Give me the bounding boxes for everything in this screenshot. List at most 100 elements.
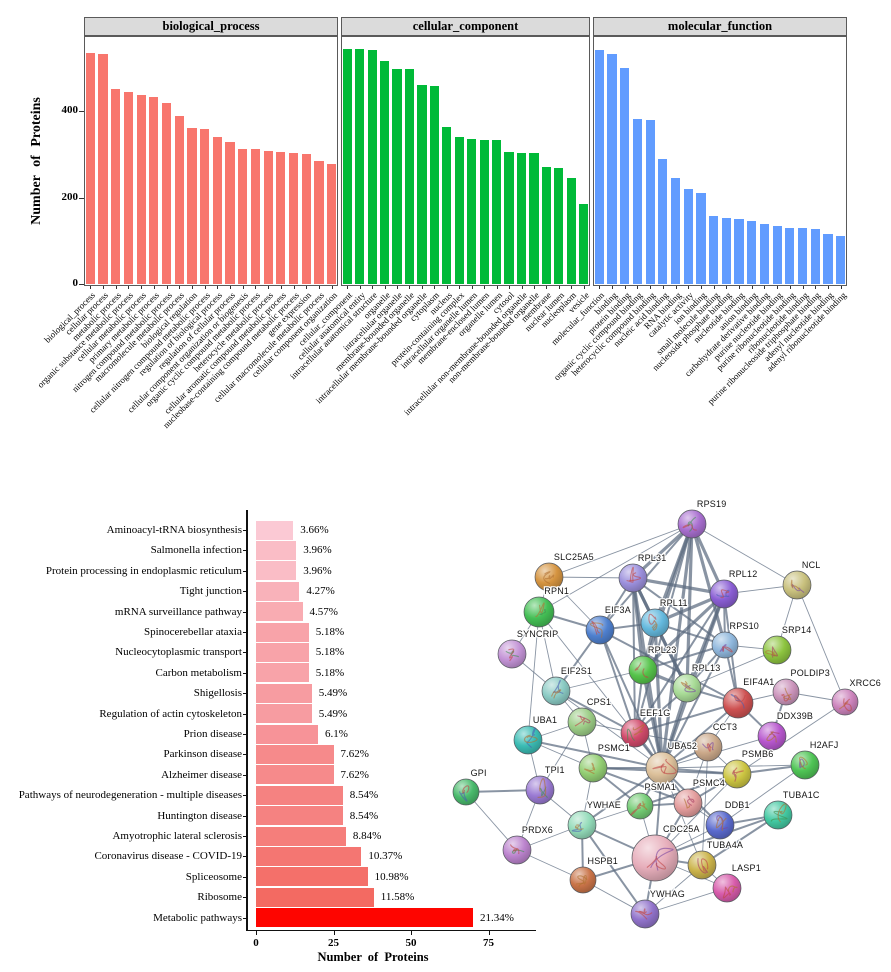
protein-structure-glyph	[571, 821, 583, 832]
network-node-label-RPN1: RPN1	[544, 586, 569, 596]
kegg-percent-label: 5.18%	[315, 646, 345, 659]
kegg-y-tick-mark	[243, 754, 247, 756]
protein-structure-glyph	[537, 778, 547, 798]
go-x-tick-mark	[612, 286, 614, 289]
protein-structure-glyph	[843, 698, 852, 712]
protein-structure-glyph	[577, 875, 588, 888]
network-edge	[555, 669, 644, 692]
network-node-label-EEF1G: EEF1G	[640, 708, 671, 718]
kegg-percent-label: 3.66%	[300, 524, 329, 536]
cellular-component-bar	[429, 85, 439, 284]
biological-process-bar	[98, 53, 108, 284]
network-node-label-H2AFJ: H2AFJ	[810, 740, 839, 750]
network-node-label-TPI1: TPI1	[545, 765, 565, 775]
kegg-x-tick-label: 50	[405, 937, 417, 949]
cellular-component-bar	[367, 50, 377, 284]
molecular-function-bar	[709, 215, 719, 284]
network-edge	[685, 523, 694, 689]
kegg-bar	[256, 806, 343, 826]
kegg-category-label: Pathways of neurodegeneration - multiple…	[18, 789, 242, 802]
go-x-tick-mark	[179, 286, 181, 289]
molecular-function-bar	[797, 228, 808, 284]
network-node-HSPB1	[569, 866, 597, 894]
network-node-label-PRDX6: PRDX6	[522, 825, 553, 835]
network-node-NCL	[782, 570, 812, 600]
kegg-category-label: Nucleocytoplasmic transport	[115, 646, 242, 659]
protein-structure-glyph	[777, 803, 787, 823]
network-edge	[690, 523, 727, 646]
go-x-tick-mark	[397, 286, 399, 289]
go-x-tick-mark	[713, 286, 715, 289]
cellular-component-bar	[516, 152, 527, 284]
protein-structure-glyph	[770, 810, 788, 822]
network-node-label-RPL13: RPL13	[692, 663, 721, 673]
kegg-category-label: Parkinson disease	[163, 748, 242, 761]
go-x-tick-mark	[459, 286, 461, 289]
protein-structure-glyph	[799, 758, 805, 769]
kegg-category-label: Spliceosome	[185, 870, 242, 883]
kegg-category-label: Aminoacyl-tRNA biosynthesis	[106, 524, 242, 536]
biological-process-bar	[161, 102, 172, 284]
biological-process-bar	[111, 89, 121, 284]
protein-structure-glyph	[634, 662, 642, 671]
network-node-label-POLDIP3: POLDIP3	[791, 668, 830, 678]
go-y-tick-mark	[79, 284, 84, 285]
kegg-bar	[256, 846, 362, 866]
biological-process-bar	[301, 153, 311, 284]
go-panel-biological-process	[84, 36, 338, 286]
biological-process-bar	[225, 141, 235, 284]
kegg-category-label: Regulation of actin cytoskeleton	[99, 707, 242, 720]
network-edge	[719, 764, 806, 826]
network-edge	[661, 644, 726, 769]
network-edge	[555, 690, 636, 734]
kegg-y-tick-mark	[243, 693, 247, 695]
kegg-y-tick-mark	[243, 530, 247, 531]
biological-process-bar	[187, 128, 197, 284]
protein-structure-glyph	[539, 609, 546, 616]
biological-process-bar	[250, 149, 261, 284]
go-x-tick-mark	[546, 286, 548, 289]
network-node-EIF4A1	[722, 687, 754, 719]
protein-structure-glyph	[550, 689, 562, 699]
kegg-y-tick-mark	[243, 774, 247, 776]
kegg-percent-label: 3.96%	[303, 564, 332, 577]
molecular-function-bar	[683, 188, 693, 284]
kegg-percent-label: 4.57%	[309, 605, 338, 618]
network-node-EIF2S1	[541, 676, 571, 706]
go-x-tick-mark	[268, 286, 270, 289]
protein-structure-glyph	[791, 583, 805, 594]
go-x-tick-mark	[306, 286, 308, 289]
kegg-bar	[256, 581, 300, 601]
biological-process-bar	[276, 152, 286, 284]
kegg-x-tick-mark	[256, 931, 257, 935]
cellular-component-bar	[404, 69, 415, 284]
kegg-y-tick-mark	[243, 550, 247, 552]
kegg-x-tick-label: 25	[328, 937, 339, 949]
kegg-y-tick-mark	[243, 836, 247, 837]
go-x-tick-mark	[434, 286, 436, 289]
go-x-tick-mark	[700, 286, 702, 289]
kegg-y-tick-mark	[243, 876, 247, 878]
go-x-tick-mark	[372, 286, 374, 289]
go-x-tick-mark	[624, 286, 626, 289]
network-node-label-HSPB1: HSPB1	[588, 856, 619, 866]
protein-structure-glyph	[534, 602, 545, 617]
go-x-tick-mark	[802, 286, 804, 289]
network-edge	[592, 767, 689, 804]
cellular-component-bar	[379, 60, 390, 284]
protein-structure-glyph	[790, 579, 800, 590]
go-x-tick-mark	[484, 286, 486, 289]
protein-structure-glyph	[783, 687, 792, 700]
network-node-label-CPS1: CPS1	[587, 697, 611, 707]
kegg-bar	[256, 663, 309, 683]
biological-process-bar	[174, 115, 184, 284]
network-edge	[599, 629, 739, 704]
molecular-function-bar	[594, 49, 604, 284]
protein-structure-glyph	[462, 785, 470, 794]
protein-structure-glyph	[635, 910, 653, 920]
kegg-y-tick-mark	[243, 917, 247, 919]
kegg-bar	[256, 744, 334, 764]
go-panel-header-cellular-component: cellular_component	[341, 17, 590, 36]
network-node-label-CDC25A: CDC25A	[663, 824, 700, 834]
